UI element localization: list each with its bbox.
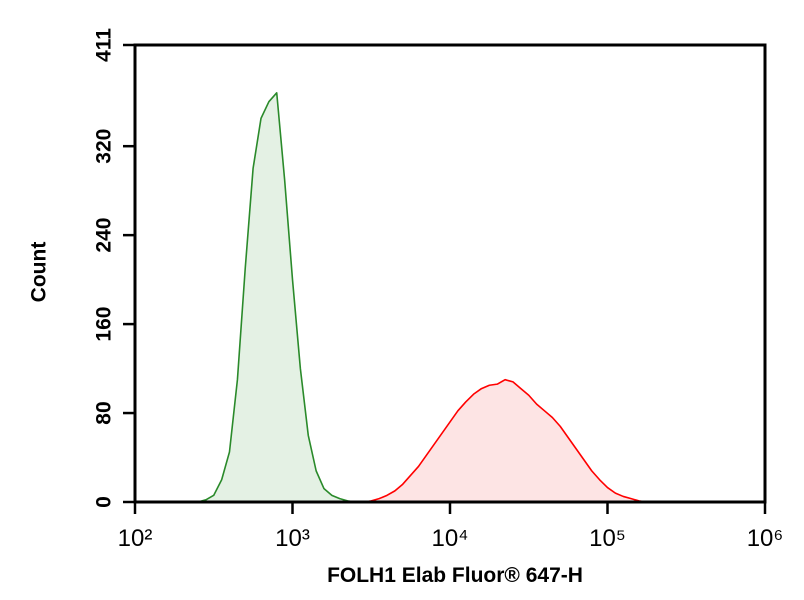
y-tick-label: 80 — [93, 401, 116, 424]
y-tick-label: 411 — [93, 28, 116, 62]
x-tick-label: 10³ — [275, 525, 310, 552]
histogram-line — [197, 92, 671, 503]
y-tick-label: 0 — [93, 496, 116, 508]
y-tick-label: 240 — [93, 218, 116, 253]
x-tick-label: 10⁵ — [589, 525, 626, 552]
y-tick-label: 320 — [93, 129, 116, 164]
x-axis-label: FOLH1 Elab Fluor® 647-H — [327, 564, 583, 587]
x-tick-label: 10⁴ — [431, 525, 468, 552]
x-tick-label: 10² — [118, 525, 153, 552]
y-axis-label: Count — [28, 242, 51, 303]
x-tick-label: 10⁶ — [747, 525, 784, 552]
y-tick-label: 160 — [93, 307, 116, 342]
